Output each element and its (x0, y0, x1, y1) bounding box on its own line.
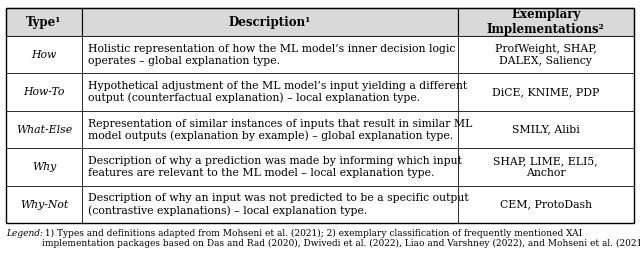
Bar (458, 186, 634, 223)
Bar (6, 36, 82, 73)
Text: Why-Not: Why-Not (20, 200, 68, 210)
Text: Representation of similar instances of inputs that result in similar ML
model ou: Representation of similar instances of i… (88, 119, 472, 141)
Text: SMILY, Alibi: SMILY, Alibi (512, 125, 580, 135)
Bar (6, 148, 82, 186)
Bar (82, 73, 458, 111)
Bar (458, 36, 634, 73)
Bar (82, 148, 458, 186)
Text: Description of why an input was not predicted to be a specific output
(contrasti: Description of why an input was not pred… (88, 193, 468, 216)
Text: Holistic representation of how the ML model’s inner decision logic
operates – gl: Holistic representation of how the ML mo… (88, 44, 456, 66)
Bar (458, 148, 634, 186)
Text: ProfWeight, SHAP,
DALEX, Saliency: ProfWeight, SHAP, DALEX, Saliency (495, 44, 596, 66)
Bar (82, 186, 458, 223)
Bar (458, 111, 634, 148)
Bar (6, 8, 634, 223)
Bar (82, 36, 458, 73)
Bar (6, 111, 82, 148)
Text: Description¹: Description¹ (228, 16, 311, 29)
Text: CEM, ProtoDash: CEM, ProtoDash (500, 200, 592, 210)
Text: Legend:: Legend: (6, 229, 44, 238)
Text: SHAP, LIME, ELI5,
Anchor: SHAP, LIME, ELI5, Anchor (493, 156, 598, 178)
Text: Exemplary
Implementations²: Exemplary Implementations² (487, 8, 605, 36)
Bar (82, 8, 458, 36)
Bar (6, 186, 82, 223)
Text: Why: Why (32, 162, 56, 172)
Bar (458, 73, 634, 111)
Text: DiCE, KNIME, PDP: DiCE, KNIME, PDP (492, 87, 600, 97)
Text: How: How (31, 50, 57, 60)
Text: What-Else: What-Else (16, 125, 72, 135)
Text: Type¹: Type¹ (26, 16, 61, 29)
Bar (6, 73, 82, 111)
Bar (6, 8, 82, 36)
Bar (82, 111, 458, 148)
Text: 1) Types and definitions adapted from Mohseni et al. (2021); 2) exemplary classi: 1) Types and definitions adapted from Mo… (42, 229, 640, 248)
Text: Description of why a prediction was made by informing which input
features are r: Description of why a prediction was made… (88, 156, 462, 178)
Bar (458, 8, 634, 36)
Text: How-To: How-To (23, 87, 65, 97)
Text: Hypothetical adjustment of the ML model’s input yielding a different
output (cou: Hypothetical adjustment of the ML model’… (88, 81, 467, 103)
